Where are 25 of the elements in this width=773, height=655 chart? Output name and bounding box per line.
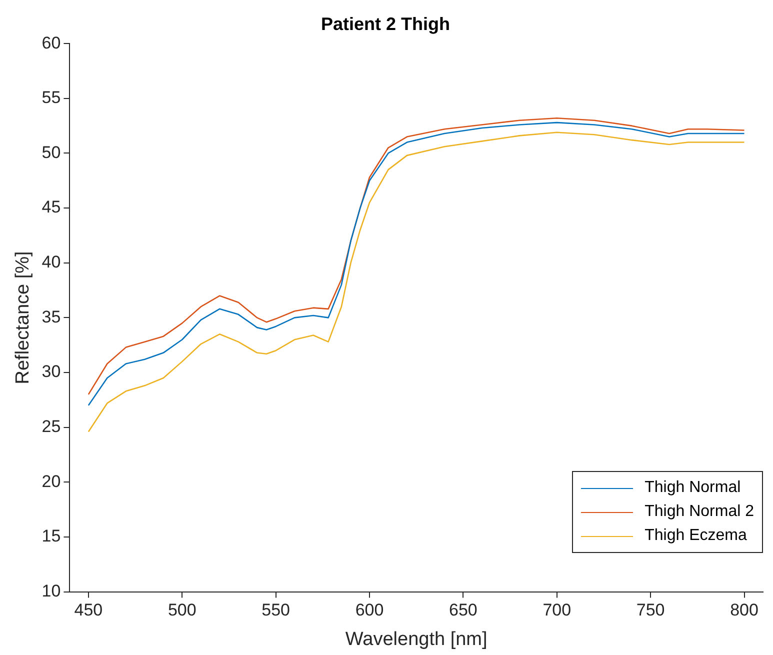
y-tick-label: 30	[42, 362, 61, 382]
x-tick-label: 500	[168, 600, 196, 620]
chart-title: Patient 2 Thigh	[320, 14, 450, 34]
x-tick-label: 550	[262, 600, 290, 620]
y-tick-label: 50	[42, 142, 61, 162]
y-tick-label: 45	[42, 198, 61, 217]
x-tick-label: 450	[74, 600, 103, 620]
legend-label: Thigh Normal 2	[644, 503, 754, 521]
x-tick-label: 700	[542, 600, 572, 620]
y-tick-label: 60	[42, 33, 61, 52]
legend-label: Thigh Eczema	[644, 527, 747, 545]
x-axis-title: Wavelength [nm]	[345, 628, 488, 650]
y-tick-label: 15	[42, 526, 61, 546]
x-tick-label: 750	[636, 600, 665, 620]
y-tick-label: 40	[42, 252, 61, 272]
y-tick-label: 35	[42, 307, 61, 326]
y-tick-label: 55	[42, 88, 61, 108]
y-axis-title: Reflectance [%]	[12, 251, 34, 384]
y-tick-label: 20	[42, 472, 61, 491]
y-tick-label: 10	[42, 581, 61, 600]
x-tick-label: 800	[730, 600, 758, 620]
y-tick-label: 25	[42, 417, 61, 436]
legend-label: Thigh Normal	[644, 479, 741, 497]
x-tick-label: 600	[355, 600, 384, 620]
x-tick-label: 650	[449, 600, 478, 620]
